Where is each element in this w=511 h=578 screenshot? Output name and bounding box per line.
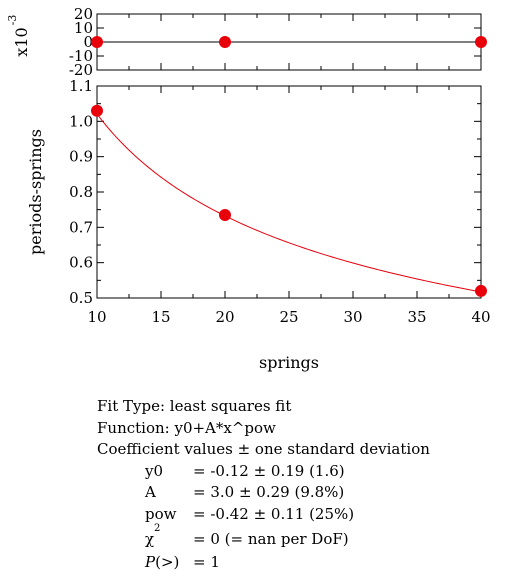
residual-y-tick-label: -10 (69, 47, 93, 65)
residual-y-tick-label: 20 (74, 5, 93, 23)
main-x-tick-label: 35 (407, 308, 426, 326)
main-y-tick-label: 1.0 (69, 112, 93, 130)
chi-symbol: χ (145, 530, 155, 548)
coef-value: = -0.42 ± 0.11 (25%) (193, 504, 355, 523)
fit-function: Function: y0+A*x^pow (97, 418, 276, 437)
main-x-tick-label: 25 (279, 308, 298, 326)
residual-y-axis-exponent: -3 (6, 15, 19, 26)
main-x-tick-label: 30 (343, 308, 362, 326)
main-x-tick-label: 10 (87, 308, 106, 326)
x-axis-label: springs (259, 353, 319, 372)
main-y-tick-label: 0.8 (69, 183, 93, 201)
residual-y-tick-label: 10 (74, 19, 93, 37)
residual-data-point (219, 36, 231, 48)
fit-results-panel: Fit Type: least squares fit Function: y0… (97, 396, 430, 574)
residual-y-tick-label: 0 (83, 33, 93, 51)
coef-row-a: A = 3.0 ± 0.29 (9.8%) (97, 482, 430, 504)
coef-name: y0 (145, 461, 164, 480)
probability-row: P(>) = 1 (97, 552, 430, 574)
residual-y-tick-label: -20 (69, 61, 93, 79)
main-y-tick-label: 0.6 (69, 254, 93, 272)
main-data-point (91, 104, 103, 117)
chi-value: = 0 (= nan per DoF) (193, 530, 349, 548)
chi-square-row: χ 2 = 0 (= nan per DoF) (97, 523, 430, 552)
main-y-axis-label: periods-springs (26, 129, 45, 255)
coef-value: = 3.0 ± 0.29 (9.8%) (193, 483, 345, 501)
main-y-tick-label: 0.7 (69, 218, 93, 236)
fit-type: Fit Type: least squares fit (97, 397, 292, 415)
main-x-tick-label: 15 (151, 308, 170, 326)
fit-curve (96, 113, 482, 293)
main-y-tick-label: 1.1 (69, 77, 93, 95)
residual-y-axis-label: x10 (12, 27, 31, 56)
probability-value: = 1 (193, 553, 220, 571)
main-data-point (219, 208, 231, 221)
coef-value: = -0.12 ± 0.19 (1.6) (193, 461, 345, 480)
main-data-point (475, 284, 487, 297)
probability-symbol: P (145, 553, 156, 571)
probability-suffix: (>) (155, 553, 180, 571)
probability-label: P(>) (145, 552, 179, 574)
main-x-tick-label: 40 (471, 308, 490, 326)
residual-data-point (91, 36, 103, 48)
main-panel: 0.5 0.6 0.7 0.8 0.9 1.0 1.1 10 15 20 25 30 35 40 (69, 77, 490, 326)
chi-superscript: 2 (154, 523, 161, 534)
residual-data-point (475, 36, 487, 48)
coef-row-pow: pow = -0.42 ± 0.11 (25%) (97, 504, 430, 526)
main-y-tick-label: 0.5 (69, 289, 93, 307)
coef-row-y0: y0 = -0.12 ± 0.19 (1.6) (97, 461, 430, 483)
coef-name: A (145, 483, 156, 501)
main-frame (96, 85, 482, 299)
coef-name: pow (145, 504, 177, 523)
main-x-tick-label: 20 (215, 308, 234, 326)
coefficient-header: Coefficient values ± one standard deviat… (97, 440, 430, 458)
main-y-tick-label: 0.9 (69, 148, 93, 166)
